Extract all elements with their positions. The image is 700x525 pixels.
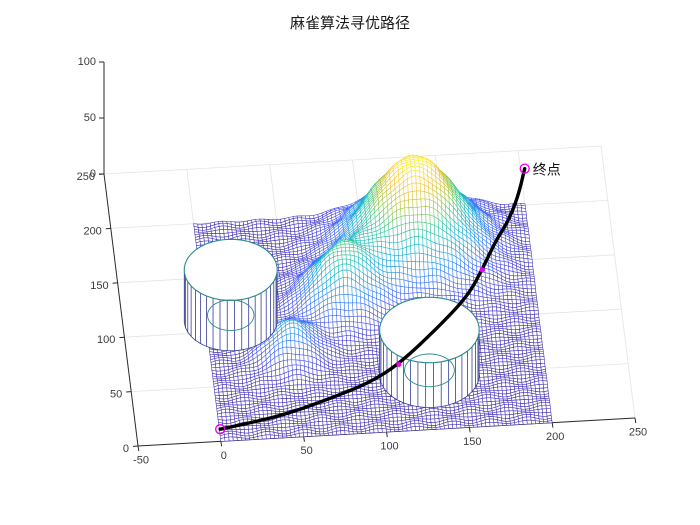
chart-title: 麻雀算法寻优路径 bbox=[289, 16, 410, 32]
